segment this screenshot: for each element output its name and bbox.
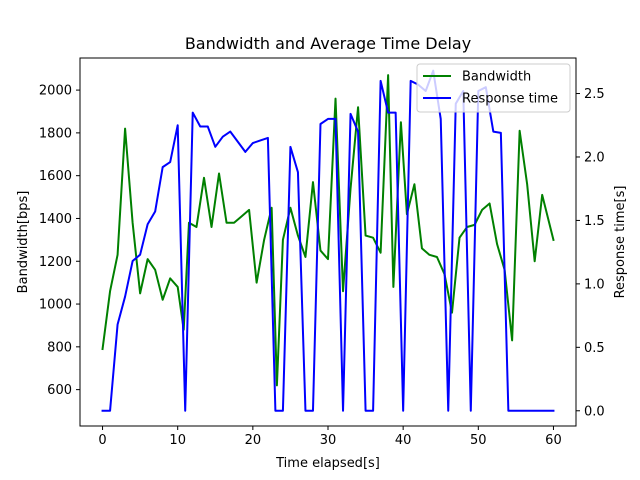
legend-label: Response time bbox=[462, 92, 558, 107]
x-tick-label: 10 bbox=[169, 433, 186, 448]
plot-area bbox=[101, 69, 555, 412]
left-y-axis-label: Bandwidth[bps] bbox=[16, 191, 31, 294]
x-tick-label: 20 bbox=[245, 433, 262, 448]
x-axis: 0 10 20 30 40 50 60 bbox=[98, 426, 562, 448]
left-y-axis: 600 800 1000 1200 1400 1600 1800 2000 bbox=[39, 84, 80, 398]
x-tick-label: 40 bbox=[395, 433, 412, 448]
left-y-tick-label: 800 bbox=[47, 340, 72, 355]
legend: Bandwidth Response time bbox=[416, 63, 571, 113]
right-y-axis-label: Response time[s] bbox=[613, 186, 628, 299]
right-y-tick-label: 0.5 bbox=[584, 341, 605, 356]
left-y-tick-label: 600 bbox=[47, 383, 72, 398]
left-y-tick-label: 1000 bbox=[39, 298, 72, 313]
left-y-tick-label: 1200 bbox=[39, 255, 72, 270]
left-y-tick-label: 1400 bbox=[39, 212, 72, 227]
chart-title: Bandwidth and Average Time Delay bbox=[185, 34, 471, 53]
left-y-tick-label: 2000 bbox=[39, 84, 72, 99]
x-tick-label: 60 bbox=[545, 433, 562, 448]
legend-label: Bandwidth bbox=[462, 70, 531, 85]
x-tick-label: 50 bbox=[470, 433, 487, 448]
left-y-tick-label: 1800 bbox=[39, 126, 72, 141]
right-y-tick-label: 2.5 bbox=[584, 87, 605, 102]
x-tick-label: 30 bbox=[320, 433, 337, 448]
left-y-tick-label: 1600 bbox=[39, 169, 72, 184]
series-line-response-time bbox=[101, 69, 555, 412]
right-y-tick-label: 0.0 bbox=[584, 404, 605, 419]
right-y-axis: 0.0 0.5 1.0 1.5 2.0 2.5 bbox=[576, 87, 605, 419]
right-y-tick-label: 2.0 bbox=[584, 150, 605, 165]
legend-box bbox=[416, 63, 571, 113]
x-axis-label: Time elapsed[s] bbox=[275, 456, 380, 471]
right-y-tick-label: 1.5 bbox=[584, 214, 605, 229]
x-tick-label: 0 bbox=[98, 433, 106, 448]
series-layer bbox=[101, 69, 555, 412]
series-line-bandwidth bbox=[101, 74, 555, 387]
right-y-tick-label: 1.0 bbox=[584, 277, 605, 292]
